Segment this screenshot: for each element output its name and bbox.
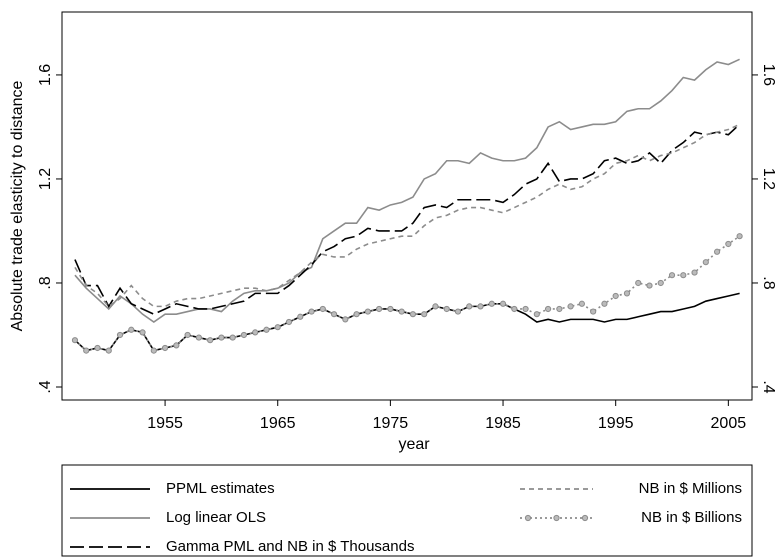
point <box>105 347 112 354</box>
point <box>195 334 202 341</box>
point <box>308 308 315 315</box>
point <box>218 334 225 341</box>
x-tick-label: 1965 <box>260 415 296 432</box>
point <box>612 292 619 300</box>
point <box>736 233 743 240</box>
y2-tick-label: 1.2 <box>760 168 777 190</box>
point <box>544 305 552 313</box>
legend-label: Log linear OLS <box>166 509 266 526</box>
point <box>601 300 608 307</box>
point <box>511 305 518 313</box>
y-tick-label: 1.2 <box>37 168 54 190</box>
point <box>274 324 281 331</box>
point <box>94 344 101 352</box>
legend-label: Gamma PML and NB in $ Thousands <box>166 538 414 555</box>
series-line <box>74 123 741 316</box>
point <box>116 331 124 339</box>
point <box>466 303 473 310</box>
point <box>128 326 135 333</box>
x-tick-label: 1975 <box>373 415 409 432</box>
point <box>409 311 417 318</box>
point <box>443 305 450 313</box>
series-line <box>74 235 741 352</box>
point <box>353 311 360 318</box>
point <box>556 305 563 313</box>
point <box>252 329 259 336</box>
x-tick-label: 1955 <box>147 415 183 432</box>
point <box>342 316 349 323</box>
point <box>590 308 597 315</box>
point <box>207 337 214 344</box>
point <box>646 282 653 289</box>
y2-tick-label: .4 <box>760 380 777 393</box>
y-axis-label: Absolute trade elasticity to distance <box>9 81 26 332</box>
legend: PPML estimates Log linear OLS Gamma PML an… <box>70 480 742 555</box>
y2-tick-label: .8 <box>760 276 777 289</box>
point <box>567 303 574 310</box>
point <box>173 342 180 349</box>
point <box>713 248 721 255</box>
point <box>657 279 664 287</box>
y2-tick-label: 1.6 <box>760 64 777 86</box>
legend-box <box>61 464 753 557</box>
point <box>691 269 698 276</box>
point <box>319 305 326 313</box>
plot-frame <box>61 11 753 401</box>
legend-marker <box>581 514 589 522</box>
legend-label: PPML estimates <box>166 480 275 497</box>
point <box>387 305 394 313</box>
point <box>499 300 507 307</box>
point <box>285 318 293 326</box>
point <box>184 331 191 339</box>
series-line <box>74 123 740 308</box>
point <box>533 311 540 318</box>
point <box>83 347 90 354</box>
point <box>161 344 169 352</box>
point <box>635 279 642 287</box>
point <box>488 300 495 307</box>
point <box>240 331 248 339</box>
point <box>71 337 79 344</box>
point <box>477 303 484 310</box>
point <box>364 308 371 315</box>
point <box>330 311 338 318</box>
point <box>680 272 687 279</box>
point <box>263 326 270 333</box>
point <box>398 308 405 315</box>
legend-marker <box>553 514 560 522</box>
y-tick-label: .8 <box>37 276 54 289</box>
x-tick-label: 1985 <box>485 415 521 432</box>
point <box>150 347 157 354</box>
point <box>725 240 732 248</box>
point <box>139 329 146 336</box>
x-tick-label: 1995 <box>598 415 634 432</box>
legend-marker <box>524 514 532 522</box>
x-tick-label: 2005 <box>711 415 747 432</box>
series-line <box>74 58 740 323</box>
point <box>297 313 304 320</box>
legend-label: NB in $ Millions <box>639 480 742 497</box>
point <box>623 290 631 297</box>
x-axis-label: year <box>398 436 430 453</box>
legend-label: NB in $ Billions <box>641 509 742 526</box>
point <box>454 308 462 315</box>
point <box>229 334 236 341</box>
point <box>522 305 529 313</box>
point <box>421 311 428 318</box>
point <box>432 303 439 310</box>
point <box>578 300 585 307</box>
y-tick-label: .4 <box>37 380 54 393</box>
point <box>376 305 383 313</box>
y-tick-label: 1.6 <box>37 64 54 86</box>
point <box>702 259 709 266</box>
point <box>668 272 676 279</box>
